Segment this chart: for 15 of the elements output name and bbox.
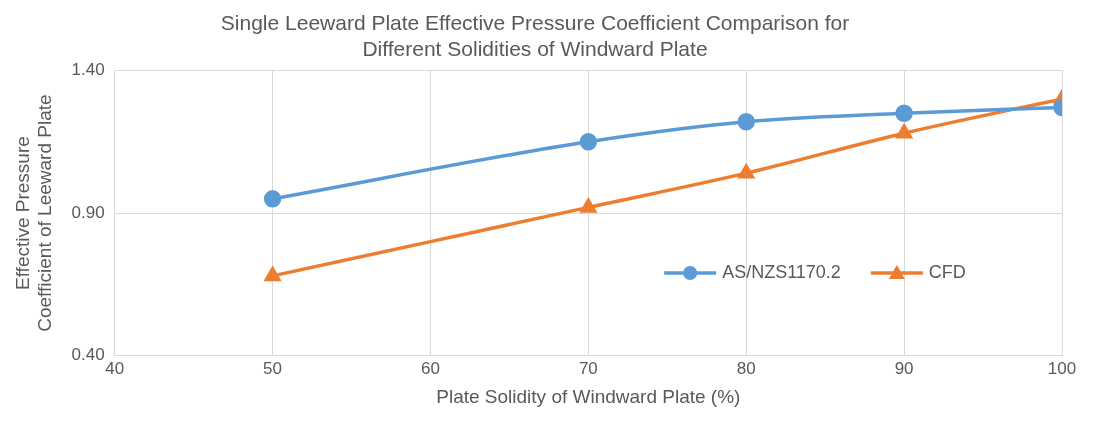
x-tick-label: 70 bbox=[578, 358, 598, 378]
x-axis-title: Plate Solidity of Windward Plate (%) bbox=[436, 385, 741, 407]
y-axis-title: Effective Pressure Coefficient of Leeward Plate bbox=[11, 94, 56, 332]
x-tick-label: 40 bbox=[105, 358, 125, 378]
x-tick-label: 90 bbox=[894, 358, 914, 378]
x-tick-label: 100 bbox=[1047, 358, 1077, 378]
x-tick-label: 60 bbox=[421, 358, 440, 378]
legend-label: AS/NZS1170.2 bbox=[722, 262, 841, 282]
y-tick-label: 0.90 bbox=[71, 202, 105, 222]
x-tick-label: 80 bbox=[736, 358, 756, 378]
legend-label: CFD bbox=[928, 262, 966, 282]
y-tick-label: 0.40 bbox=[71, 345, 105, 365]
chart-title: Single Leeward Plate Effective Pressure Coefficient Comparison for Different Solidities of Windward Plate bbox=[220, 11, 850, 60]
y-tick-label: 1.40 bbox=[71, 60, 105, 80]
x-tick-label: 50 bbox=[263, 358, 283, 378]
